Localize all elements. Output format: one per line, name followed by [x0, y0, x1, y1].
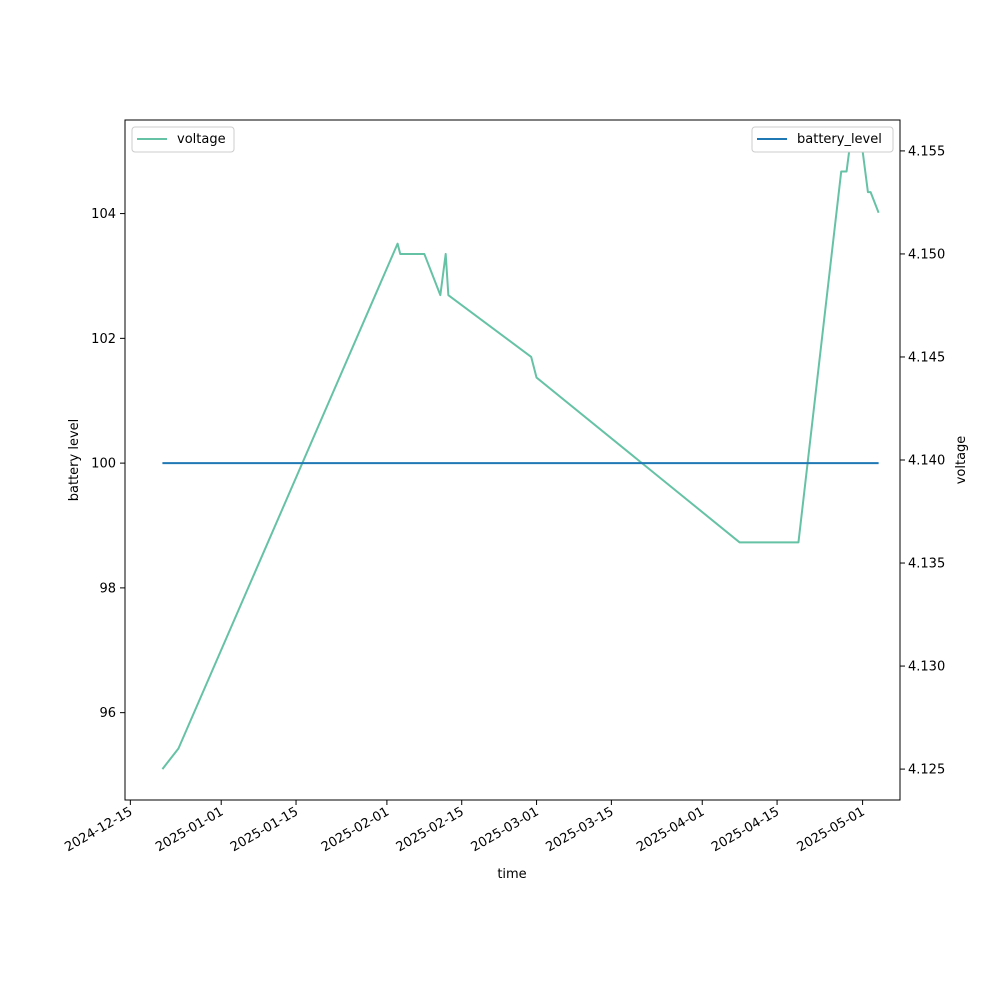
- x-tick-label: 2025-03-15: [543, 804, 616, 855]
- y2-tick-label: 4.150: [908, 247, 945, 262]
- x-tick-label: 2025-01-15: [228, 804, 301, 855]
- y2-tick-label: 4.145: [908, 350, 945, 365]
- y-tick-label: 100: [91, 457, 116, 472]
- y-axis-label: battery level: [67, 419, 82, 502]
- x-tick-label: 2025-02-15: [394, 804, 467, 855]
- y2-tick-label: 4.130: [908, 660, 945, 675]
- y-axis-right: 4.125 4.130 4.135 4.140 4.145 4.150 4.155: [900, 144, 945, 778]
- x-tick-label: 2025-01-01: [153, 804, 226, 855]
- y2-tick-label: 4.125: [908, 763, 945, 778]
- y-axis-left: 96 98 100 102 104: [91, 207, 125, 721]
- series-layer: [161, 149, 880, 770]
- y-tick-label: 104: [91, 207, 116, 222]
- x-tick-label: 2025-02-01: [319, 804, 392, 855]
- legend-voltage-label: voltage: [177, 132, 226, 147]
- x-axis: 2024-12-15 2025-01-01 2025-01-15 2025-02-01…: [62, 800, 868, 855]
- y2-tick-label: 4.135: [908, 557, 945, 572]
- x-axis-label: time: [497, 867, 526, 882]
- x-tick-label: 2025-04-15: [709, 804, 782, 855]
- y2-axis-label: voltage: [954, 436, 969, 485]
- y2-tick-label: 4.155: [908, 144, 945, 159]
- y-tick-label: 98: [99, 581, 116, 596]
- legend-battery-level: battery_level: [751, 126, 894, 153]
- legend-voltage: voltage: [131, 126, 235, 153]
- series-line-voltage: [161, 149, 880, 770]
- x-tick-label: 2025-05-01: [795, 804, 868, 855]
- x-tick-label: 2024-12-15: [62, 804, 135, 855]
- plot-frame: [124, 119, 901, 801]
- x-tick-label: 2025-03-01: [469, 804, 542, 855]
- x-tick-label: 2025-04-01: [634, 804, 707, 855]
- y2-tick-label: 4.140: [908, 454, 945, 469]
- legend-battery-level-label: battery_level: [797, 132, 882, 147]
- y-tick-label: 96: [99, 706, 116, 721]
- y-tick-label: 102: [91, 332, 116, 347]
